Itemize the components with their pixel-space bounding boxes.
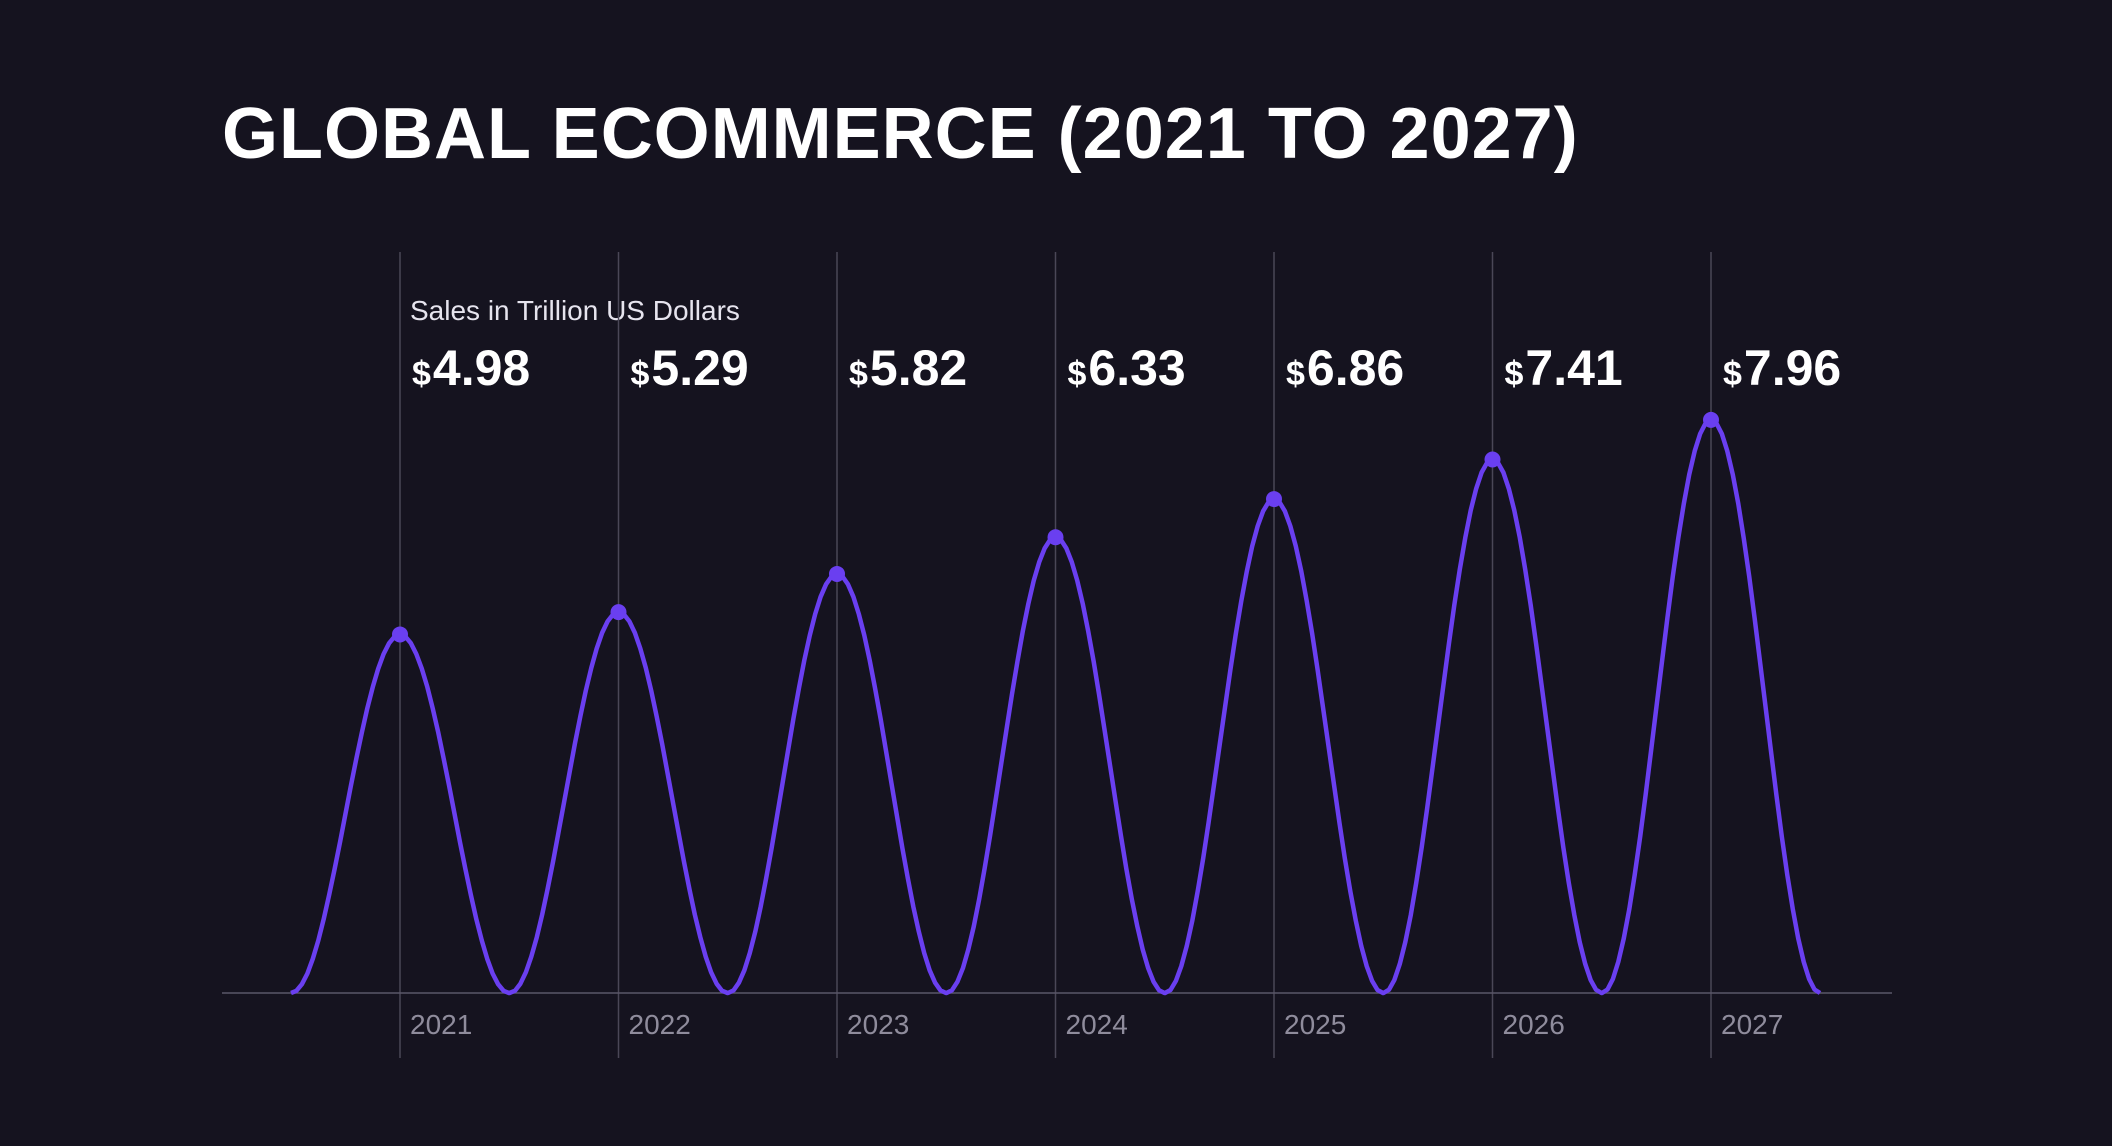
tick-label-2021: 2021	[410, 1009, 472, 1040]
chart-subtitle: Sales in Trillion US Dollars	[410, 295, 740, 326]
tick-label-2023: 2023	[847, 1009, 909, 1040]
value-label-2021: $4.98	[412, 340, 530, 396]
value-label-2024: $6.33	[1068, 340, 1186, 396]
point-2026	[1484, 451, 1501, 468]
tick-label-2026: 2026	[1503, 1009, 1565, 1040]
point-2024	[1047, 529, 1064, 546]
point-2025	[1266, 491, 1282, 508]
chart-marks: $4.98 2021 $5.29 2022 $5.82 2023 $6.33 2024 $6.8…	[392, 340, 1841, 1040]
chart-title: GLOBAL ECOMMERCE (2021 TO 2027)	[222, 94, 1579, 174]
value-label-2023: $5.82	[849, 340, 967, 396]
point-2023	[829, 565, 845, 582]
point-2027	[1703, 411, 1719, 428]
value-label-2022: $5.29	[631, 340, 749, 396]
value-label-2027: $7.96	[1723, 340, 1841, 396]
tick-label-2025: 2025	[1284, 1009, 1346, 1040]
tick-label-2024: 2024	[1066, 1009, 1128, 1040]
value-label-2026: $7.41	[1505, 340, 1623, 396]
tick-label-2027: 2027	[1721, 1009, 1783, 1040]
point-2021	[392, 626, 408, 643]
gridlines	[399, 252, 1712, 1058]
value-label-2025: $6.86	[1286, 340, 1404, 396]
point-2022	[610, 604, 627, 621]
tick-label-2022: 2022	[629, 1009, 691, 1040]
